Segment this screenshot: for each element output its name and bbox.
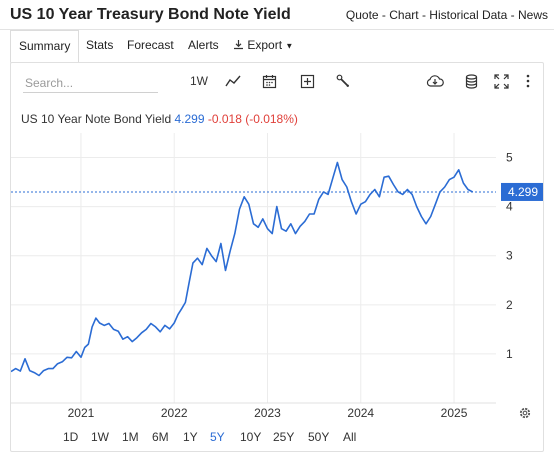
range-25y[interactable]: 25Y	[273, 430, 295, 444]
y-tick-label: 1	[506, 347, 513, 361]
top-links: Quote - Chart - Historical Data - News	[346, 8, 548, 22]
x-tick-label: 2023	[254, 406, 281, 420]
current-value-label: 4.299	[508, 185, 538, 199]
add-icon[interactable]	[297, 71, 317, 91]
historical-data-link[interactable]: Historical Data	[429, 8, 508, 22]
settings-gear-icon[interactable]	[519, 407, 531, 419]
wrench-icon[interactable]	[333, 71, 353, 91]
x-tick-label: 2024	[347, 406, 374, 420]
tab-stats[interactable]: Stats	[86, 38, 114, 52]
quote-link[interactable]: Quote	[345, 8, 379, 22]
tab-summary[interactable]: Summary	[10, 30, 80, 63]
legend-value: 4.299	[174, 112, 205, 126]
range-all[interactable]: All	[343, 430, 357, 444]
range-5y[interactable]: 5Y	[210, 430, 225, 444]
tab-forecast[interactable]: Forecast	[127, 38, 174, 52]
y-tick-label: 3	[506, 249, 513, 263]
line-chart-icon[interactable]	[223, 71, 243, 91]
series-line[interactable]	[11, 161, 474, 377]
x-tick-label: 2021	[68, 406, 95, 420]
download-icon	[234, 40, 243, 50]
chart-legend: US 10 Year Note Bond Yield 4.299 -0.018 …	[21, 112, 298, 126]
legend-name: US 10 Year Note Bond Yield	[21, 112, 172, 126]
current-value-badge	[501, 182, 543, 201]
range-1w[interactable]: 1W	[91, 430, 109, 444]
range-selector: 1D 1W 1M 6M 1Y 5Y 10Y 25Y 50Y All	[11, 430, 545, 450]
range-50y[interactable]: 50Y	[308, 430, 330, 444]
news-link[interactable]: News	[517, 8, 548, 22]
range-6m[interactable]: 6M	[152, 430, 169, 444]
tab-export[interactable]: Export ▼	[225, 30, 301, 63]
link-separator: -	[378, 8, 390, 22]
x-tick-label: 2022	[161, 406, 188, 420]
y-tick-label: 2	[506, 298, 513, 312]
range-1y[interactable]: 1Y	[183, 430, 198, 444]
chart-link[interactable]: Chart	[389, 8, 419, 22]
fullscreen-icon[interactable]	[491, 71, 511, 91]
interval-button[interactable]: 1W	[190, 74, 208, 88]
search-input[interactable]	[23, 73, 158, 93]
caret-down-icon: ▼	[285, 41, 294, 51]
tab-alerts[interactable]: Alerts	[188, 38, 219, 52]
range-10y[interactable]: 10Y	[240, 430, 262, 444]
cloud-download-icon[interactable]	[425, 71, 445, 91]
chart-panel: 1W US 10 Year Note Bond Yield 4.299 -0.0…	[10, 62, 544, 452]
export-label: Export	[247, 38, 283, 52]
range-1m[interactable]: 1M	[122, 430, 139, 444]
legend-change: -0.018 (-0.018%)	[207, 112, 298, 126]
link-separator: -	[507, 8, 518, 22]
y-tick-label: 5	[506, 151, 513, 165]
page-title: US 10 Year Treasury Bond Note Yield	[10, 6, 291, 23]
database-icon[interactable]	[461, 71, 481, 91]
x-tick-label: 2025	[441, 406, 468, 420]
link-separator: -	[418, 8, 430, 22]
more-vertical-icon[interactable]	[521, 71, 535, 91]
calendar-icon[interactable]	[259, 71, 279, 91]
tab-bar: Summary Stats Forecast Alerts Export ▼	[10, 30, 544, 63]
page-header: US 10 Year Treasury Bond Note Yield Quot…	[0, 0, 554, 30]
y-tick-label: 4	[506, 200, 513, 214]
line-chart[interactable]: 1 2 3 4 5 2021 2022 2023 2024 2025 4.299	[11, 133, 543, 428]
range-1d[interactable]: 1D	[63, 430, 79, 444]
